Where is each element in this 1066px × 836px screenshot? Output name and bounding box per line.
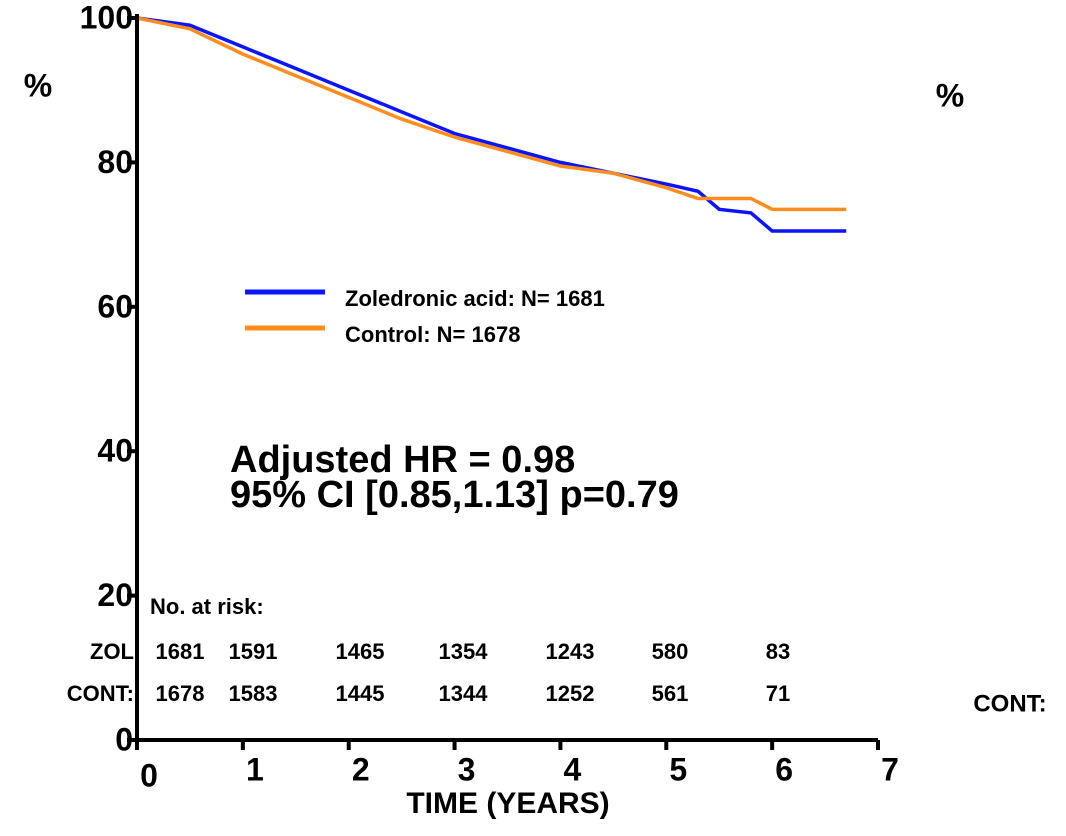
- risk-count: 561: [652, 681, 689, 706]
- x-tick-label: 7: [881, 751, 899, 787]
- x-tick-label: 6: [775, 751, 793, 787]
- risk-count: 1243: [546, 639, 595, 664]
- risk-row-label: ZOL: [90, 639, 134, 664]
- survival-curve: [136, 16, 847, 233]
- risk-count: 83: [766, 639, 790, 664]
- legend-label: Zoledronic acid: N= 1681: [345, 286, 605, 311]
- risk-count: 1252: [546, 681, 595, 706]
- risk-count: 71: [766, 681, 790, 706]
- y2-axis-label: %: [936, 77, 964, 113]
- x-tick-label: 2: [352, 751, 370, 787]
- x-tick-label: 4: [564, 751, 582, 787]
- annotation: 95% CI [0.85,1.13] p=0.79: [230, 474, 679, 516]
- legend-label: Control: N= 1678: [345, 322, 520, 347]
- y-tick-label: 100: [80, 0, 133, 35]
- risk-count: 1583: [229, 681, 278, 706]
- annotation: Adjusted HR = 0.98: [230, 439, 575, 481]
- y-tick-label: 60: [97, 288, 133, 324]
- y-tick-label: 40: [97, 433, 133, 469]
- risk-count: 1354: [439, 639, 489, 664]
- y-axis-label: %: [24, 67, 52, 103]
- x-tick-label: 3: [458, 751, 476, 787]
- x-tick-label: 5: [669, 751, 687, 787]
- risk-table-title: No. at risk:: [150, 594, 264, 619]
- y-tick-label: 80: [97, 144, 133, 180]
- annotation: CONT:: [973, 690, 1046, 717]
- risk-count: 1465: [336, 639, 385, 664]
- y-tick-label: 20: [97, 577, 133, 613]
- risk-count: 1591: [229, 639, 278, 664]
- x-tick-label: 0: [140, 757, 158, 793]
- risk-count: 580: [652, 639, 689, 664]
- risk-count: 1445: [336, 681, 385, 706]
- risk-row-label: CONT:: [67, 681, 134, 706]
- risk-count: 1344: [439, 681, 489, 706]
- survival-curve: [136, 16, 847, 212]
- risk-count: 1678: [156, 681, 205, 706]
- x-tick-label: 1: [246, 751, 264, 787]
- x-axis-label: TIME (YEARS): [406, 787, 609, 820]
- y-tick-label: 0: [115, 721, 133, 757]
- risk-count: 1681: [156, 639, 205, 664]
